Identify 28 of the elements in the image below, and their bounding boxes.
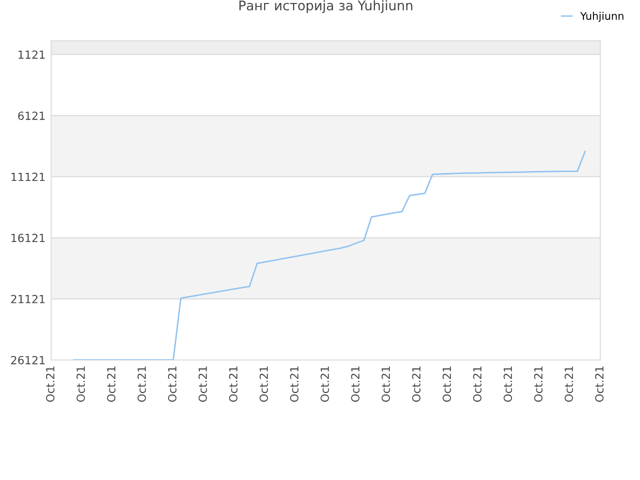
x-tick-label: Oct.21 <box>76 366 85 402</box>
line-series <box>73 150 586 360</box>
x-tick-label: Oct.21 <box>198 366 207 402</box>
x-tick-label: Oct.21 <box>229 366 238 402</box>
x-tick-label: Oct.21 <box>595 366 604 402</box>
y-tick-label: 1121 <box>18 50 45 59</box>
x-tick-label: Oct.21 <box>473 366 482 402</box>
y-tick-label: 6121 <box>18 112 45 120</box>
x-tick-label: Oct.21 <box>260 366 268 402</box>
x-tick-label: Oct.21 <box>351 366 360 402</box>
x-tick-label: Oct.21 <box>138 366 146 402</box>
y-tick-label: 16121 <box>12 234 45 242</box>
y-tick-label: 26121 <box>11 356 45 364</box>
x-tick-label: Oct.21 <box>168 366 176 402</box>
x-tick-label: Oct.21 <box>382 366 390 402</box>
y-tick-label: 21121 <box>11 294 45 304</box>
x-tick-label: Oct.21 <box>412 366 421 402</box>
x-tick-label: Oct.21 <box>290 366 298 402</box>
x-tick-label: Oct.21 <box>320 366 329 402</box>
legend-label: Yuhjiunn <box>580 12 624 22</box>
x-tick-label: Oct.21 <box>442 366 452 402</box>
chart-title: Ранг историја за Yuhjiunn <box>239 0 412 13</box>
x-tick-label: Oct.21 <box>107 366 116 402</box>
y-tick-label: 11121 <box>12 172 45 181</box>
x-tick-label: Oct.21 <box>504 366 512 402</box>
x-tick-label: Oct.21 <box>46 366 54 402</box>
x-tick-label: Oct.21 <box>564 366 574 402</box>
x-tick-label: Oct.21 <box>534 366 543 402</box>
